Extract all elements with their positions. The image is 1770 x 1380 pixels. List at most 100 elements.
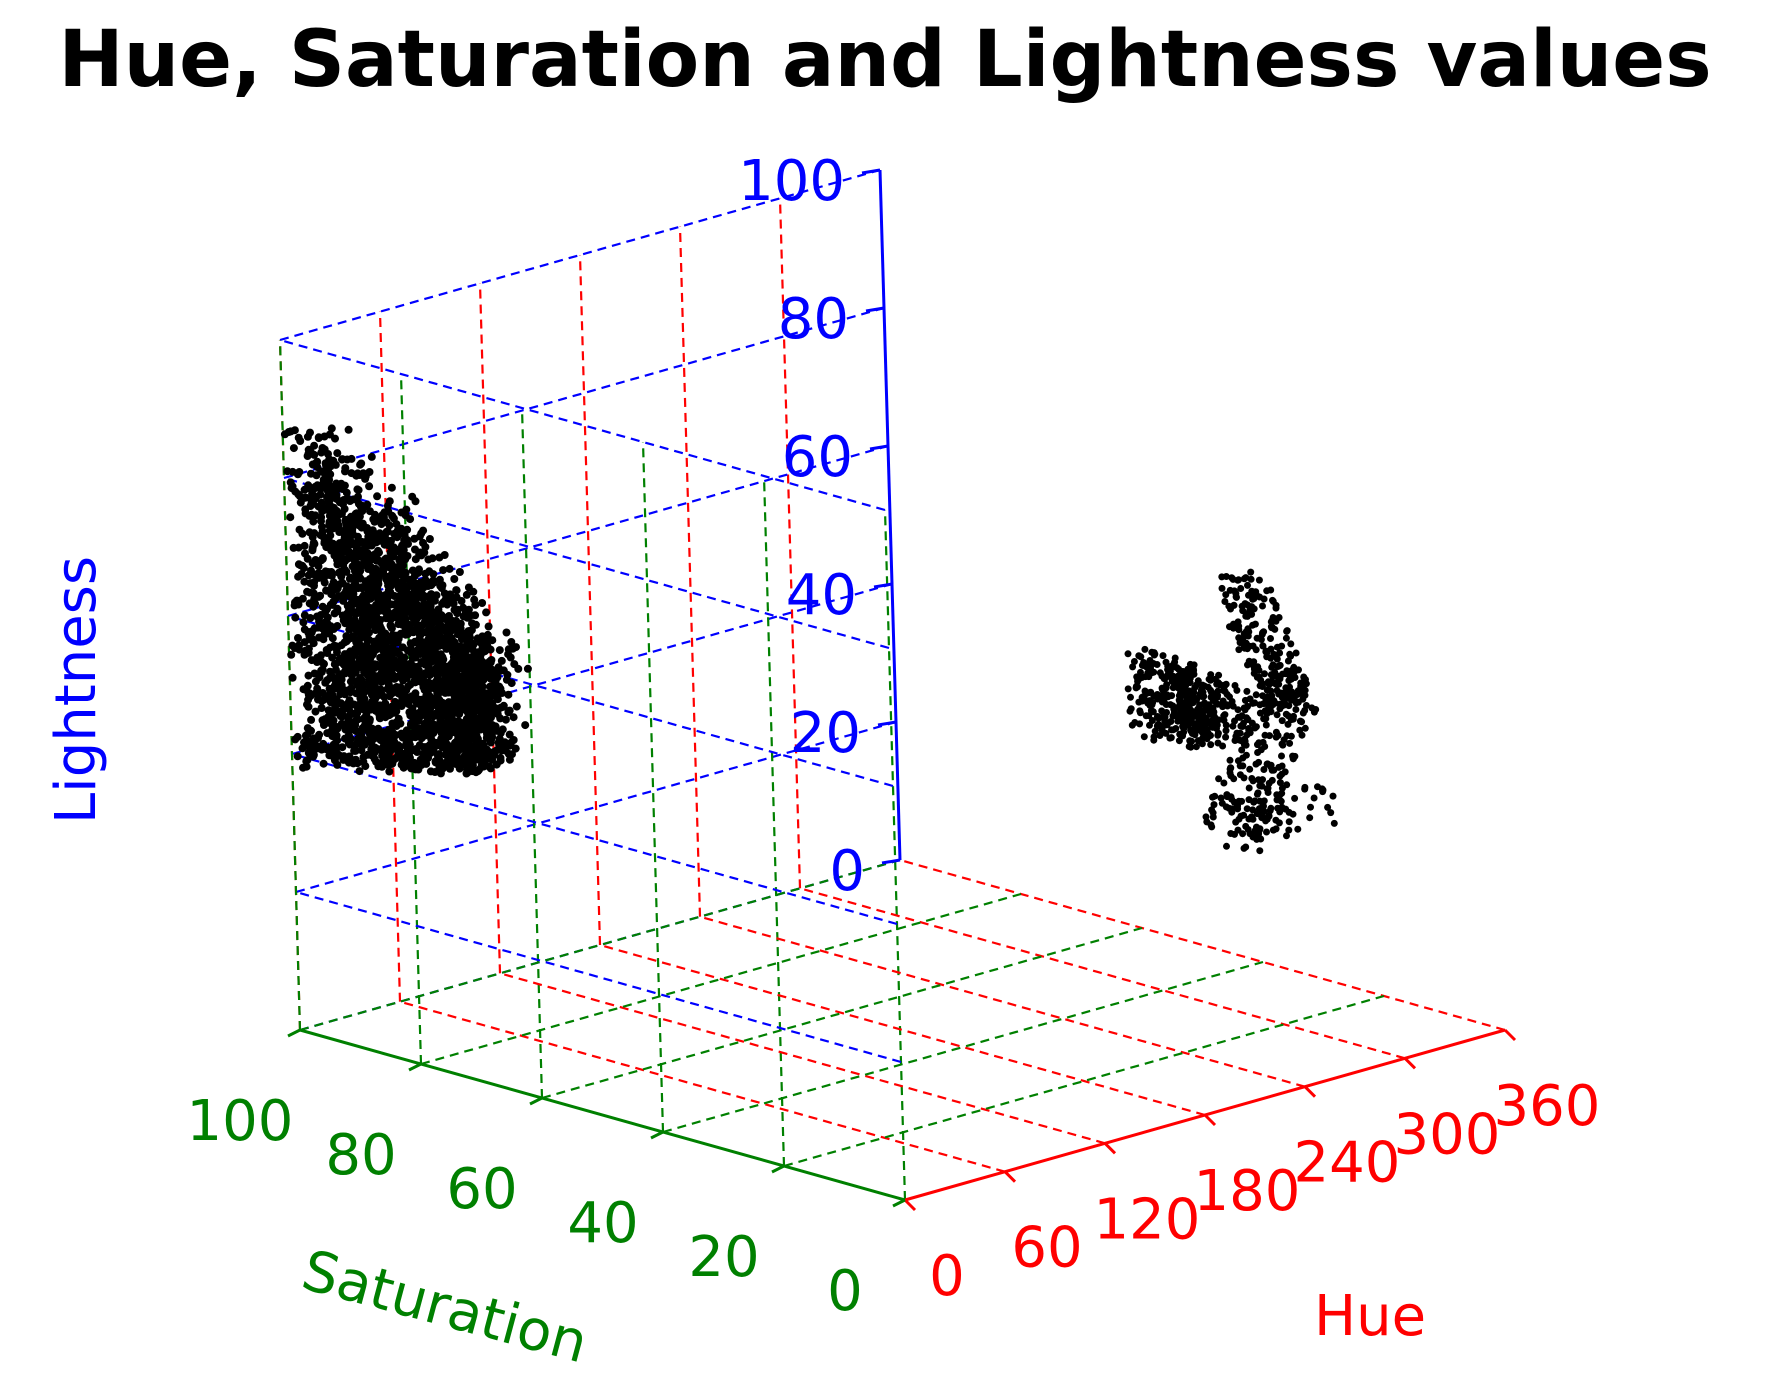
scatter-point [337,719,346,728]
scatter-point [1276,808,1284,816]
scatter-point [1252,646,1260,654]
scatter-point [1291,794,1299,802]
scatter-point [1159,695,1167,703]
scatter-point [488,721,497,729]
scatter-point [1225,804,1233,812]
scatter-point [1256,709,1264,717]
scatter-point [341,467,349,476]
scatter-point [339,752,348,761]
scatter-point [1188,737,1196,745]
scatter-point [1158,724,1166,731]
scatter-point [393,533,402,542]
scatter-point [385,521,394,530]
scatter-point [392,683,401,691]
scatter-point [408,598,417,606]
hue-tick [1303,1085,1317,1098]
scatter-point [508,644,517,653]
scatter-point [478,599,487,607]
scatter-point [1259,642,1267,650]
scatter-point [400,653,409,662]
scatter-point [1213,721,1221,729]
scatter-point [1272,816,1280,824]
scatter-point [313,481,322,490]
scatter-point [345,705,353,714]
hue-tick [903,1198,917,1212]
scatter-point [1218,584,1226,592]
scatter-point [367,563,376,572]
scatter-point [1267,635,1274,642]
scatter-point [1236,729,1244,737]
scatter-point [375,701,384,710]
scatter-point [304,702,313,711]
scatter-point [363,643,372,652]
scatter-point [364,552,373,561]
scatter-point [1199,681,1207,689]
scatter-point [1222,727,1230,735]
scatter-point [1156,732,1164,739]
scatter-point [472,754,481,763]
scatter-point [328,653,337,662]
scatter-point [1276,772,1284,780]
scatter-point [309,538,318,547]
scatter-point [363,581,372,590]
scatter-point [376,736,385,745]
scatter-point [313,569,322,578]
scatter-point [336,540,345,549]
scatter-point [1237,737,1245,745]
scatter-point [1150,668,1158,676]
lightness-tick [869,444,889,451]
scatter-point [1203,818,1211,826]
scatter-point [325,751,334,760]
scatter-point [1251,724,1259,732]
scatter-point [366,507,374,516]
scatter-point [1262,721,1270,729]
scatter-point [452,667,461,676]
gridline-lightness-sidewall [295,890,902,1064]
scatter-point [399,546,408,555]
scatter-point [1277,797,1285,805]
hue-tick [1503,1028,1517,1042]
scatter-point [352,544,361,553]
scatter-point [1168,674,1176,682]
scatter-point [327,424,336,433]
scatter-point [382,703,391,711]
lightness-tick-label: 20 [790,701,861,766]
scatter-point [410,637,419,646]
scatter-point [1263,696,1271,704]
scatter-point [1327,809,1335,817]
scatter-point [1187,743,1195,751]
scatter-point [461,661,470,669]
scatter-point [1227,793,1235,801]
scatter-point [383,594,392,603]
scatter-point [330,660,339,669]
scatter-point [1254,789,1262,797]
scatter-point [455,705,464,714]
scatter-point [484,622,493,631]
scatter-point [344,635,353,644]
scatter-point [393,526,402,535]
scatter-point [309,517,318,526]
scatter-point [293,470,302,479]
scatter-point [417,703,426,712]
scatter-point [445,564,454,573]
scatter-point [440,667,449,676]
scatter-point [396,629,405,638]
scatter-point [347,454,356,463]
scatter-point [1283,732,1291,740]
scatter-point [310,441,319,450]
scatter-point [1255,576,1263,584]
scatter-point [346,677,355,686]
scatter-point [306,692,315,700]
scatter-point [1171,663,1179,671]
scatter-point [387,759,396,768]
scatter-point [284,428,293,436]
scatter-point [467,665,476,674]
scatter-point [1185,721,1192,729]
scatter-point [483,630,492,639]
scatter-point [1285,818,1293,826]
scatter-point [312,492,321,501]
scatter-point [1188,730,1196,737]
scatter-point [373,555,382,564]
scatter-point [1196,718,1204,726]
scatter-point [291,735,300,744]
